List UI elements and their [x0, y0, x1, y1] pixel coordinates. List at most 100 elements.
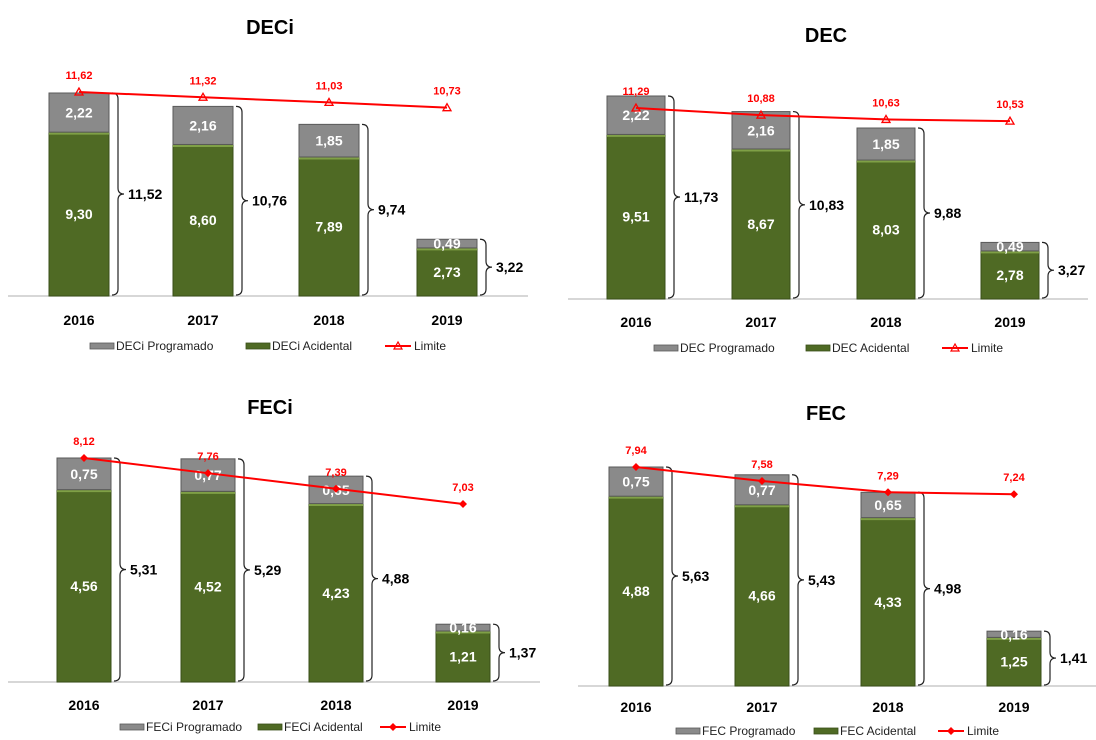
chart-panel-fec: FEC 0,75 4,88 5,63 2016 0,77 4,66 5,43 2017 0,65 4… [556, 380, 1096, 740]
data-label-limite: 10,73 [433, 86, 461, 98]
data-label-acidental: 8,03 [872, 222, 899, 238]
data-label-acidental: 4,23 [322, 585, 349, 601]
data-label-total: 10,83 [809, 197, 844, 213]
legend-swatch-acidental [257, 723, 283, 731]
data-label-total: 9,88 [934, 205, 961, 221]
data-label-total: 5,29 [254, 562, 281, 578]
x-tick-label: 2016 [620, 314, 651, 330]
legend-label-acidental: FECi Acidental [284, 720, 363, 734]
limite-marker [632, 463, 640, 471]
limite-marker [204, 469, 212, 478]
limite-marker [73, 86, 85, 96]
limite-line [78, 91, 448, 109]
x-tick-label: 2016 [63, 312, 94, 328]
bar-acidental [986, 636, 1042, 687]
chart-title: DEC [805, 25, 847, 47]
data-label-programado: 0,49 [433, 236, 460, 252]
data-label-total: 1,37 [509, 645, 536, 661]
x-tick-label: 2019 [994, 314, 1025, 330]
x-tick-label: 2018 [313, 312, 344, 328]
chart-dec: DEC 2,22 9,51 11,73 2016 2,16 8,67 10,83 2017 1,8… [568, 25, 1088, 355]
data-label-total: 5,31 [130, 562, 157, 578]
bar-programado [860, 491, 916, 519]
bar-acidental [416, 247, 478, 297]
limite-line [635, 107, 1011, 123]
bar-programado [298, 123, 360, 158]
data-label-acidental: 9,30 [65, 206, 92, 222]
data-label-programado: 2,16 [747, 122, 774, 138]
data-label-acidental: 8,60 [189, 212, 216, 228]
x-tick-label: 2018 [870, 314, 901, 330]
data-label-programado: 0,75 [622, 474, 649, 490]
chart-feci: FECi0,754,565,3120160,774,525,2920170,65… [8, 397, 540, 734]
data-label-limite: 8,12 [73, 436, 94, 448]
data-label-total: 3,22 [496, 259, 523, 275]
total-brace [479, 238, 493, 296]
legend-label-acidental: DEC Acidental [832, 341, 909, 355]
data-label-acidental: 2,78 [996, 267, 1023, 283]
legend-label-limite: Limite [409, 720, 441, 734]
data-label-total: 4,98 [934, 581, 961, 597]
total-brace [111, 92, 125, 296]
limite-marker [1004, 115, 1016, 125]
data-label-limite: 10,63 [872, 97, 900, 109]
bar-programado [416, 238, 478, 249]
data-label-total: 5,63 [682, 568, 709, 584]
limite-marker [459, 499, 467, 508]
data-label-total: 9,74 [378, 202, 405, 218]
legend-label-programado: DECi Programado [116, 339, 214, 353]
data-label-limite: 10,88 [747, 93, 775, 105]
bar-acidental [608, 495, 664, 687]
limite-marker [630, 102, 642, 112]
chart-title: FEC [806, 403, 846, 425]
limite-marker [80, 454, 88, 462]
legend-label-limite: Limite [971, 341, 1003, 355]
x-tick-label: 2016 [620, 699, 651, 715]
data-label-limite: 7,94 [625, 445, 647, 457]
data-label-acidental: 4,33 [874, 594, 901, 610]
legend-swatch-programado [675, 727, 701, 735]
limite-marker [323, 97, 335, 107]
chart-panel-feci: FECi0,754,565,3120160,774,525,2920170,65… [0, 380, 540, 740]
data-label-limite: 7,76 [197, 451, 218, 463]
legend-label-programado: FEC Programado [702, 724, 796, 738]
legend-swatch-acidental [805, 344, 831, 352]
legend-label-limite: Limite [967, 724, 999, 738]
data-label-total: 5,43 [808, 572, 835, 588]
limite-marker [332, 484, 340, 493]
x-tick-label: 2018 [320, 697, 351, 713]
legend-swatch-acidental [245, 342, 271, 350]
x-tick-label: 2017 [745, 314, 776, 330]
legend-marker-limite [949, 342, 961, 352]
limite-line [635, 466, 1015, 496]
data-label-acidental: 4,52 [194, 579, 221, 595]
legend-marker-limite [392, 340, 404, 350]
limite-marker [197, 91, 209, 101]
total-brace [917, 491, 931, 686]
total-brace [667, 95, 681, 299]
total-brace [917, 127, 931, 299]
bar-programado [435, 623, 491, 632]
bar-programado [172, 105, 234, 145]
bar-acidental [56, 489, 112, 683]
data-label-programado: 1,85 [315, 133, 342, 149]
bar-acidental [734, 504, 790, 687]
legend-swatch-programado [119, 723, 145, 731]
data-label-programado: 0,75 [70, 466, 97, 482]
legend-marker-limite [947, 727, 955, 735]
data-label-programado: 2,22 [65, 105, 92, 121]
data-label-acidental: 1,25 [1000, 654, 1027, 670]
bar-programado [608, 466, 664, 497]
data-label-programado: 0,77 [748, 482, 775, 498]
data-label-limite: 10,53 [996, 99, 1024, 111]
data-label-acidental: 9,51 [622, 209, 649, 225]
data-label-acidental: 4,56 [70, 578, 97, 594]
x-tick-label: 2019 [447, 697, 478, 713]
x-tick-label: 2019 [431, 312, 462, 328]
data-label-programado: 2,16 [189, 117, 216, 133]
total-brace [361, 123, 375, 296]
data-label-total: 11,73 [684, 189, 718, 205]
chart-fec: FEC 0,75 4,88 5,63 2016 0,77 4,66 5,43 2017 0,65 4… [578, 403, 1096, 738]
data-label-limite: 7,39 [325, 467, 346, 479]
data-label-total: 10,76 [252, 193, 287, 209]
